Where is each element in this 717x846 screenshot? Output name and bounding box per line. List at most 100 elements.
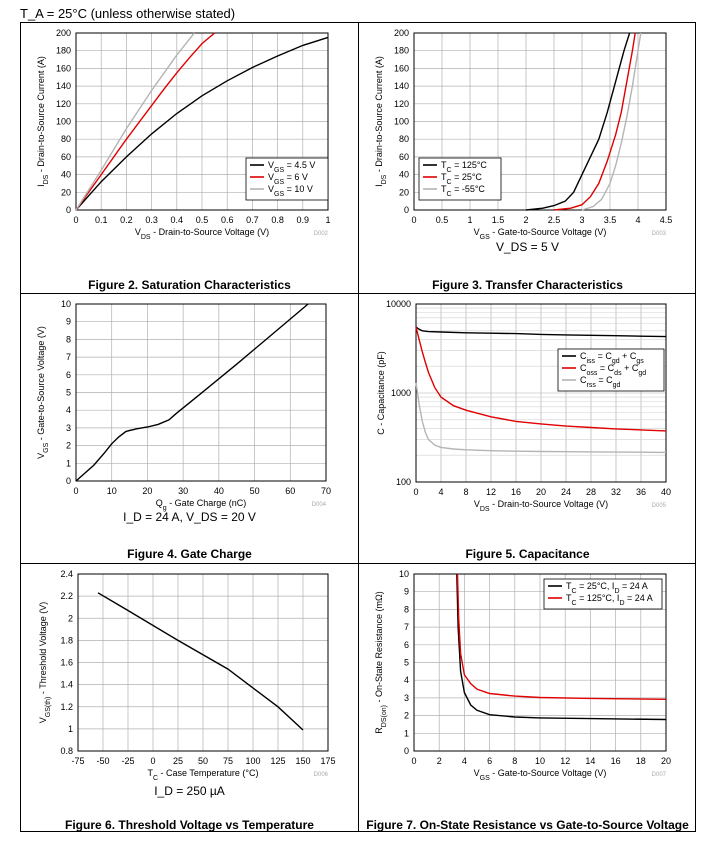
x-tick-label: 50 [198,756,208,766]
legend-entry: Crss = Cgd [580,375,621,389]
figure-code: D003 [652,231,667,237]
y-tick-label: 10 [399,569,409,579]
row-divider [21,293,695,294]
x-tick-label: 32 [611,487,621,497]
y-tick-label: 200 [56,28,71,38]
y-tick-label: 7 [404,622,409,632]
x-tick-label: 0.5 [196,215,209,225]
figure-code: D002 [314,231,329,237]
y-axis-label: VGS(th) - Threshold Voltage (V) [38,602,52,724]
y-tick-label: 40 [61,170,71,180]
x-tick-label: -75 [71,756,84,766]
legend-entry: Coss = Cds + Cgd [580,363,646,377]
x-tick-label: 28 [586,487,596,497]
x-tick-label: 125 [270,756,285,766]
y-tick-label: 3 [404,693,409,703]
x-tick-label: 2.5 [548,215,561,225]
column-divider [358,23,359,831]
x-axis-label: TC - Case Temperature (°C) [147,768,258,782]
y-tick-label: 3 [66,423,71,433]
x-tick-label: 0 [150,756,155,766]
x-tick-label: 24 [561,487,571,497]
x-tick-label: 16 [511,487,521,497]
figure-4-cell: 0 10 20 30 40 50 60 70 0 1 2 3 4 5 6 7 8 9 10 Qg - Gate Cha… [21,294,358,563]
y-tick-label: 10 [61,299,71,309]
legend-entry: VGS = 10 V [268,184,313,198]
y-tick-label: 100 [396,477,411,487]
x-tick-label: 0 [73,215,78,225]
x-tick-label: 10 [107,486,117,496]
x-tick-label: 0 [73,486,78,496]
y-tick-label: 0 [66,476,71,486]
legend-entry: TC = 25°C [441,172,482,186]
y-axis-label: RDS(on) - On-State Resistance (mΩ) [374,591,388,733]
y-tick-label: 1.4 [60,680,73,690]
x-tick-label: 20 [142,486,152,496]
y-tick-label: 2.2 [60,591,73,601]
y-tick-label: 180 [56,46,71,56]
series-line-2 [581,32,642,211]
y-tick-label: 120 [394,99,409,109]
x-axis-label: VDS - Drain-to-Source Voltage (V) [474,499,608,513]
x-tick-label: 3.5 [604,215,617,225]
legend-entry: VGS = 4.5 V [268,160,315,174]
capacitance-chart: 0 4 8 12 16 20 24 28 32 36 40 100 1000 10000 VDS - Dra… [376,299,671,513]
x-tick-label: 0.9 [297,215,310,225]
y-tick-label: 180 [394,46,409,56]
y-tick-label: 120 [56,99,71,109]
x-tick-label: 0.7 [246,215,259,225]
legend-entry: TC = -55°C [441,184,485,198]
y-tick-label: 6 [66,370,71,380]
figure-caption: Figure 4. Gate Charge [127,547,252,561]
x-tick-label: 12 [560,756,570,766]
legend-entry: VGS = 6 V [268,172,308,186]
legend-entry: TC = 25°C, ID = 24 A [566,581,648,595]
y-tick-label: 60 [61,152,71,162]
series-line-0 [525,32,631,211]
x-tick-label: 2 [437,756,442,766]
x-tick-label: 100 [245,756,260,766]
x-tick-label: 20 [661,756,671,766]
plot-area: 0 4 8 12 16 20 24 28 32 36 40 100 1000 10000 VDS - Dra… [376,299,671,513]
y-tick-label: 0 [66,205,71,215]
y-tick-label: 1 [404,728,409,738]
x-tick-label: 8 [463,487,468,497]
y-tick-label: 1000 [391,388,411,398]
y-tick-label: 100 [56,117,71,127]
y-tick-label: 20 [399,187,409,197]
x-tick-label: 25 [173,756,183,766]
y-tick-label: 7 [66,352,71,362]
series-line-1 [415,326,667,432]
x-tick-label: 18 [636,756,646,766]
x-tick-label: 0.3 [145,215,158,225]
plot-area: -75 -50 -25 0 25 50 75 100 125 150 175 0.8 1 1.2 1.4 1.… [38,569,336,782]
x-tick-label: 0.1 [95,215,108,225]
figure-3-cell: 0 0.5 1 1.5 2 2.5 3 3.5 4 4.5 0 20 40 60 80 100 120 140 16… [359,23,696,293]
plot-frame [413,32,667,211]
y-tick-label: 60 [399,152,409,162]
series-line-2 [75,32,195,211]
x-tick-label: 4 [462,756,467,766]
x-tick-label: 0 [413,487,418,497]
test-condition: I_D = 250 µA [154,784,225,798]
y-tick-label: 1 [68,724,73,734]
figure-5-cell: 0 4 8 12 16 20 24 28 32 36 40 100 1000 10000 VDS - Dra… [359,294,696,563]
y-tick-label: 1 [66,458,71,468]
figure-code: D007 [652,772,667,778]
legend-entry: Ciss = Cgd + Cgs [580,351,644,365]
figure-caption: Figure 5. Capacitance [465,547,590,561]
y-tick-label: 0 [404,205,409,215]
gate-charge-chart: 0 10 20 30 40 50 60 70 0 1 2 3 4 5 6 7 8 9 10 Qg - Gate Cha… [36,299,331,512]
x-tick-label: 16 [611,756,621,766]
series-line-0 [415,326,667,338]
plot-frame [75,303,327,482]
x-tick-label: 75 [223,756,233,766]
y-tick-label: 160 [56,63,71,73]
x-axis-label: VGS - Gate-to-Source Voltage (V) [474,227,607,241]
series-line-0 [456,573,667,721]
x-tick-label: 60 [285,486,295,496]
x-tick-label: -50 [96,756,109,766]
x-tick-label: 70 [321,486,331,496]
